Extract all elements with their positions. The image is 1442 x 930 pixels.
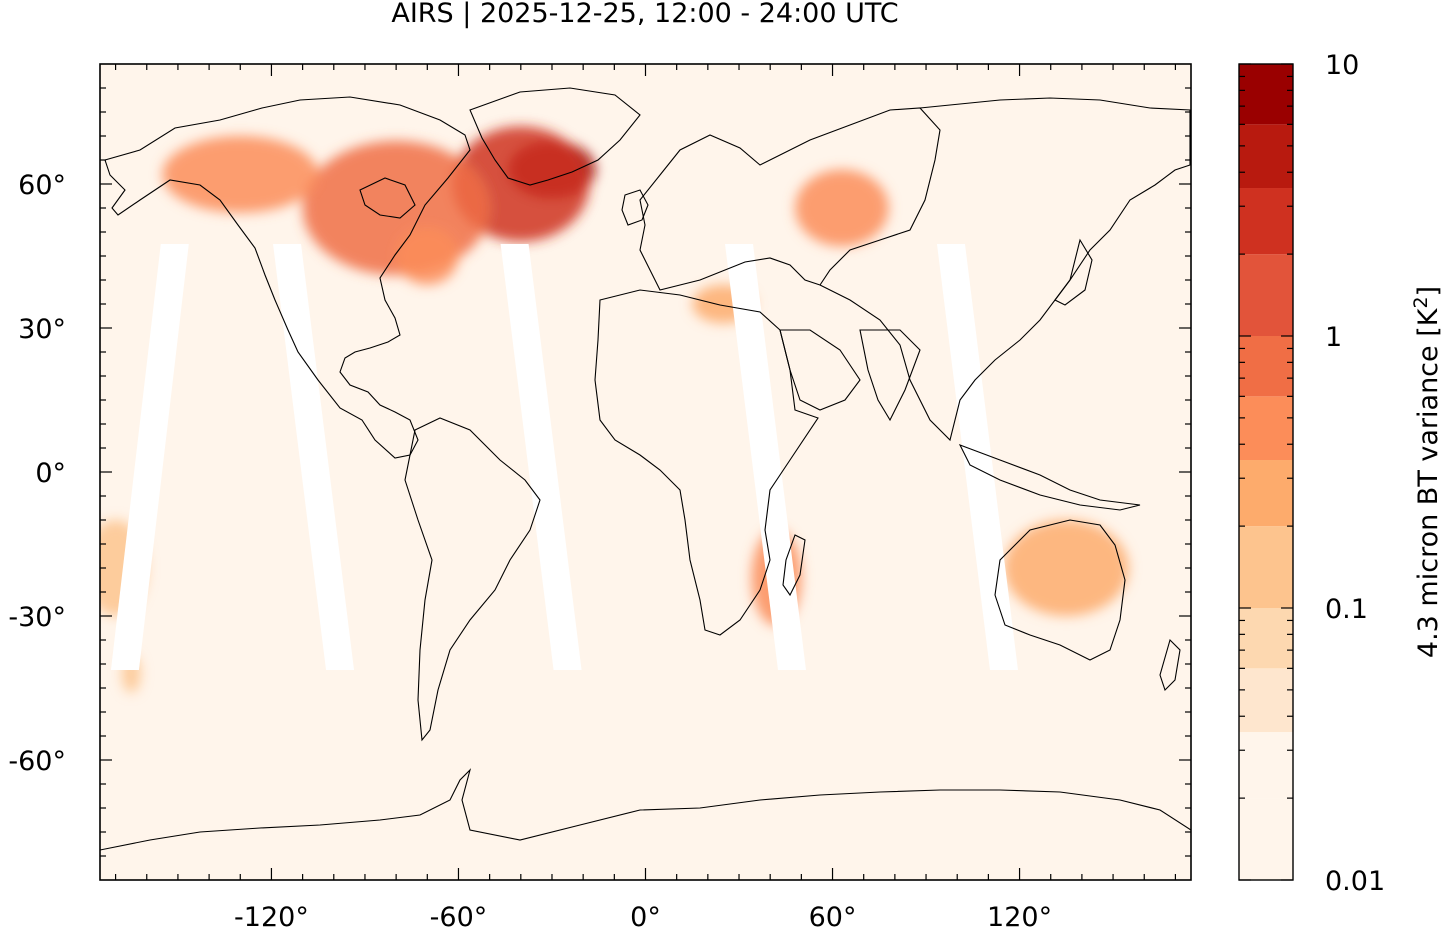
colorbar-step <box>1239 336 1293 397</box>
y-axis-ticks <box>100 87 1191 857</box>
swath-gap <box>110 244 189 670</box>
y-tick-label: -30° <box>8 602 66 633</box>
swath-gap <box>936 244 1018 670</box>
swath-gap <box>273 244 355 670</box>
map-panel <box>100 64 1191 880</box>
colorbar-step <box>1239 526 1293 608</box>
x-tick-label: -120° <box>234 902 309 930</box>
colorbar-step <box>1239 64 1293 125</box>
variance-hotspot <box>162 136 319 213</box>
colorbar-step <box>1239 460 1293 527</box>
map-title: AIRS | 2025-12-25, 12:00 - 24:00 UTC <box>391 0 898 29</box>
colorbar-step <box>1239 124 1293 189</box>
colorbar-label: 4.3 micron BT variance [K2] <box>1410 286 1442 658</box>
x-tick-label: 0° <box>630 902 661 930</box>
coastlines <box>100 87 1191 851</box>
x-tick-label: 120° <box>987 902 1052 930</box>
colorbar-step <box>1239 188 1293 255</box>
colorbar-tick-label: 10 <box>1325 50 1359 81</box>
colorbar-tick-label: 0.1 <box>1325 594 1368 625</box>
colorbar-steps <box>1239 64 1293 880</box>
colorbar-tick-labels: 10 1 0.1 0.01 <box>1325 50 1385 897</box>
y-tick-label: -60° <box>8 746 66 777</box>
colorbar-tick-label: 0.01 <box>1325 866 1385 897</box>
colorbar-step <box>1239 798 1293 880</box>
swath-gap <box>500 244 582 670</box>
colorbar-step <box>1239 396 1293 461</box>
x-axis-tick-labels: -120° -60° 0° 60° 120° <box>234 902 1052 930</box>
colorbar-step <box>1239 668 1293 733</box>
colorbar-ticks <box>1239 63 1293 881</box>
x-tick-label: 60° <box>809 902 857 930</box>
variance-hotspot <box>795 169 889 247</box>
variance-hotspot <box>396 227 459 285</box>
colorbar-step <box>1239 254 1293 336</box>
x-axis-ticks <box>114 64 1177 880</box>
colorbar-step <box>1239 732 1293 799</box>
y-axis-tick-labels: 60° 30° 0° -30° -60° <box>8 170 66 777</box>
colorbar: 10 1 0.1 0.01 4.3 micron BT variance [K2] <box>1238 50 1442 897</box>
map-frame <box>99 63 1192 881</box>
variance-hotspot <box>1003 520 1129 616</box>
y-tick-label: 0° <box>35 458 66 489</box>
colorbar-step <box>1239 608 1293 669</box>
y-tick-label: 60° <box>18 170 66 201</box>
colorbar-tick-label: 1 <box>1325 322 1342 353</box>
x-tick-label: -60° <box>430 902 488 930</box>
y-tick-label: 30° <box>18 314 66 345</box>
